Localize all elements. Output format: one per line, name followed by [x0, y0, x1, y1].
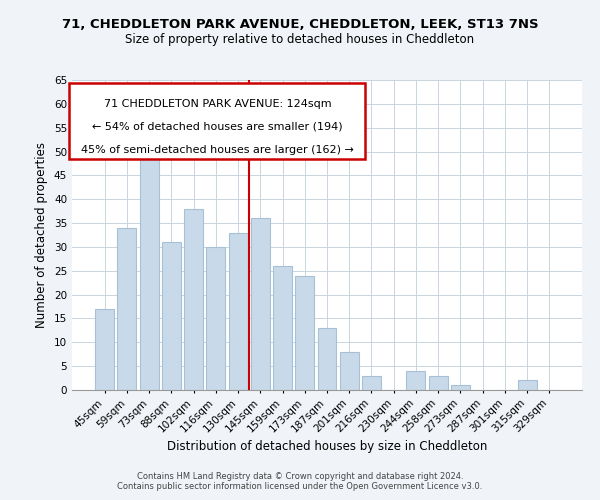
Y-axis label: Number of detached properties: Number of detached properties [35, 142, 49, 328]
Text: Contains public sector information licensed under the Open Government Licence v3: Contains public sector information licen… [118, 482, 482, 491]
Bar [429, 376, 448, 390]
Bar [251, 218, 270, 390]
Text: 45% of semi-detached houses are larger (162) →: 45% of semi-detached houses are larger (… [81, 145, 354, 155]
FancyBboxPatch shape [70, 83, 365, 159]
X-axis label: Distribution of detached houses by size in Cheddleton: Distribution of detached houses by size … [167, 440, 487, 453]
Bar [184, 209, 203, 390]
Text: Size of property relative to detached houses in Cheddleton: Size of property relative to detached ho… [125, 32, 475, 46]
Bar [229, 232, 248, 390]
Bar [273, 266, 292, 390]
Bar [118, 228, 136, 390]
Text: 71 CHEDDLETON PARK AVENUE: 124sqm: 71 CHEDDLETON PARK AVENUE: 124sqm [104, 98, 331, 108]
Bar [206, 247, 225, 390]
Bar [406, 371, 425, 390]
Bar [317, 328, 337, 390]
Bar [140, 132, 158, 390]
Bar [362, 376, 381, 390]
Bar [295, 276, 314, 390]
Text: Contains HM Land Registry data © Crown copyright and database right 2024.: Contains HM Land Registry data © Crown c… [137, 472, 463, 481]
Bar [518, 380, 536, 390]
Text: ← 54% of detached houses are smaller (194): ← 54% of detached houses are smaller (19… [92, 122, 343, 132]
Bar [162, 242, 181, 390]
Text: 71, CHEDDLETON PARK AVENUE, CHEDDLETON, LEEK, ST13 7NS: 71, CHEDDLETON PARK AVENUE, CHEDDLETON, … [62, 18, 538, 30]
Bar [95, 309, 114, 390]
Bar [340, 352, 359, 390]
Bar [451, 385, 470, 390]
